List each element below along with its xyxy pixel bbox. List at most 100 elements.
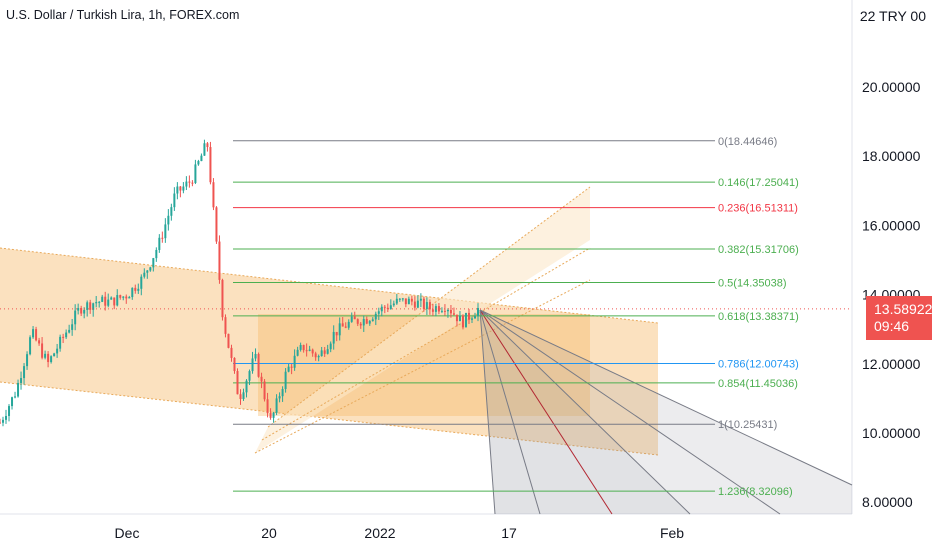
candle-body (206, 143, 209, 148)
fan-line[interactable] (479, 309, 613, 515)
candle-body (230, 347, 233, 358)
gann-fan-outer[interactable] (480, 310, 852, 514)
candle-body (362, 319, 365, 326)
candle-body (401, 298, 404, 300)
candle-body (350, 316, 353, 322)
fan-line[interactable] (479, 309, 496, 515)
candle-body (377, 311, 380, 314)
candle-body (116, 295, 119, 306)
candle-body (473, 316, 476, 319)
pitchfork-zone[interactable] (255, 187, 590, 453)
candle-body (302, 344, 305, 351)
candle-body (188, 181, 191, 183)
candle-body (413, 301, 416, 308)
candle-body (236, 371, 239, 395)
candle-body (470, 318, 473, 320)
candle-body (368, 320, 371, 324)
candle-body (434, 306, 437, 312)
candle-body (35, 329, 38, 341)
candle-body (341, 323, 344, 327)
candle-body (443, 310, 446, 312)
candle-body (80, 308, 83, 314)
candle-body (353, 316, 356, 320)
gann-fan-lines[interactable] (479, 309, 853, 515)
y-tick-label: 12.00000 (862, 356, 921, 372)
candle-body (71, 324, 74, 330)
candle-body (137, 288, 140, 291)
candle-body (437, 306, 440, 312)
candle-body (395, 298, 398, 304)
descending-channel[interactable] (0, 248, 658, 455)
x-tick-label: 2022 (364, 525, 395, 541)
candle-body (365, 319, 368, 324)
candle-body (44, 353, 47, 358)
fib-level-label: 0.5(14.35038) (718, 277, 787, 289)
fib-level-label: 0.146(17.25041) (718, 177, 799, 189)
candle-body (452, 313, 455, 315)
candle-body (386, 307, 389, 310)
candle-body (233, 357, 236, 372)
candle-body (299, 344, 302, 350)
candle-body (161, 237, 164, 239)
candle-body (284, 371, 287, 389)
candle-body (101, 296, 104, 302)
candle-body (62, 336, 65, 338)
candle-body (356, 319, 359, 324)
candle-body (419, 298, 422, 301)
candlesticks (0, 139, 479, 427)
pitchfork-middle[interactable] (261, 247, 591, 441)
fan-line[interactable] (479, 309, 541, 515)
fan-line[interactable] (479, 309, 691, 515)
candle-body (185, 181, 188, 187)
fib-level-label: 0.854(11.45036) (718, 378, 798, 390)
candle-body (458, 315, 461, 322)
candle-body (398, 298, 401, 300)
candle-body (296, 349, 299, 356)
candle-body (275, 398, 278, 413)
candle-body (338, 323, 341, 336)
time-axis[interactable]: Dec 20 2022 17 Feb (115, 525, 685, 541)
candle-body (467, 312, 470, 320)
candle-body (239, 394, 242, 399)
pitchfork-lower[interactable] (254, 279, 591, 454)
candle-body (461, 315, 464, 328)
price-axis[interactable]: 8.0000010.0000012.0000014.0000016.000001… (862, 79, 921, 510)
candle-body (335, 331, 338, 336)
candle-body (143, 272, 146, 277)
candle-body (257, 353, 260, 377)
candle-countdown: 09:46 (874, 317, 910, 334)
fib-retracement[interactable]: 0(18.44646) 0.146(17.25041) 0.236(16.51311… (233, 136, 799, 498)
fan-line[interactable] (479, 309, 781, 515)
candle-body (464, 312, 467, 328)
fan-line[interactable] (479, 309, 853, 486)
symbol-title[interactable]: U.S. Dollar / Turkish Lira, 1h, FOREX.co… (6, 8, 240, 22)
candle-body (125, 296, 128, 299)
candle-body (173, 193, 176, 208)
candle-body (272, 412, 275, 418)
candle-body (281, 388, 284, 397)
fib-level-label: 0(18.44646) (718, 136, 777, 148)
candle-body (404, 298, 407, 305)
candle-body (140, 276, 143, 289)
candle-body (98, 301, 101, 303)
candle-body (128, 297, 131, 299)
fib-level-label: 1(10.25431) (718, 419, 777, 431)
candle-body (200, 155, 203, 162)
candle-body (287, 366, 290, 372)
candle-body (152, 258, 155, 268)
candle-body (389, 305, 392, 310)
candle-body (50, 356, 53, 363)
candle-body (359, 323, 362, 326)
candle-body (344, 326, 347, 328)
candle-body (428, 302, 431, 310)
candle-body (26, 354, 29, 367)
y-tick-label: 8.00000 (862, 494, 913, 510)
current-price-value: 13.58922 (874, 300, 932, 317)
candle-body (176, 186, 179, 194)
candle-body (197, 161, 200, 165)
candle-body (242, 392, 245, 399)
candle-body (305, 350, 308, 352)
candle-body (410, 298, 413, 302)
candle-body (227, 333, 230, 348)
